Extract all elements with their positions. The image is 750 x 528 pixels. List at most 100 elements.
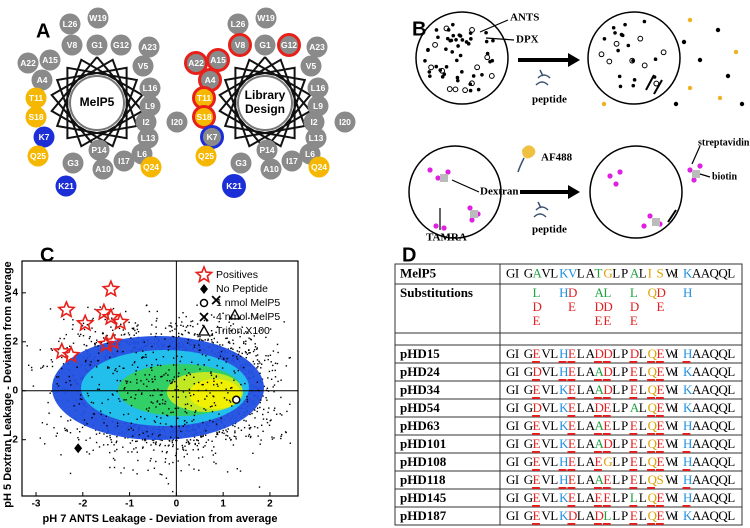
library-dot <box>236 358 239 360</box>
library-dot <box>71 328 74 330</box>
library-dot <box>78 335 81 337</box>
library-dot <box>265 355 267 357</box>
library-dot <box>248 352 250 354</box>
library-dot <box>215 376 217 378</box>
library-dot <box>164 403 166 405</box>
residue-label: A15 <box>210 55 226 65</box>
sequence: GI GEVLKELAEELP LLQEWI HAAQQL <box>506 490 735 505</box>
library-dot <box>41 422 44 424</box>
library-dot <box>246 399 249 401</box>
ants-dot <box>653 57 658 62</box>
substitution-mark <box>532 379 540 381</box>
library-dot <box>137 324 139 326</box>
schematic-label: TAMRA <box>426 232 467 244</box>
library-dot <box>205 441 207 444</box>
library-dot <box>59 337 61 340</box>
library-dot <box>249 352 251 354</box>
ants-dot <box>602 37 607 41</box>
substitution-mark <box>567 361 576 363</box>
row-name: Substitutions <box>400 285 473 300</box>
library-dot <box>144 418 146 420</box>
dpx-dot <box>629 57 636 64</box>
library-dot <box>166 414 168 416</box>
library-dot <box>122 329 124 331</box>
library-dot <box>322 438 323 439</box>
residue-label: A10 <box>263 164 279 174</box>
library-dot <box>128 428 130 431</box>
library-dot <box>53 427 55 429</box>
library-dot <box>185 449 187 452</box>
library-dot <box>114 369 116 372</box>
y-tick-label: -2 <box>9 434 18 445</box>
library-dot <box>110 441 113 443</box>
library-dot <box>230 347 233 349</box>
library-dot <box>145 408 148 410</box>
library-dot <box>270 378 273 380</box>
library-dot <box>277 380 279 383</box>
released-dye <box>687 17 693 23</box>
library-dot <box>235 436 237 438</box>
residue <box>92 158 114 180</box>
library-dot <box>218 358 220 360</box>
library-dot <box>116 448 118 451</box>
library-dot <box>193 383 195 385</box>
library-dot <box>192 325 194 328</box>
library-dot <box>110 326 112 328</box>
library-dot <box>89 336 91 338</box>
residue-label: W19 <box>257 13 275 23</box>
library-dot <box>223 397 226 399</box>
library-dot <box>185 326 188 328</box>
library-dot <box>270 361 272 363</box>
point <box>232 395 241 405</box>
library-dot <box>155 326 157 328</box>
residue <box>305 127 327 149</box>
residue-label: Q25 <box>198 151 214 161</box>
library-dot <box>205 430 207 432</box>
library-dot <box>130 396 132 398</box>
library-dot <box>223 432 225 435</box>
dextran-dot <box>617 169 623 175</box>
library-dot <box>103 433 105 435</box>
ants-dot <box>428 74 432 78</box>
library-dot <box>155 332 157 335</box>
substitution-mark <box>647 523 655 525</box>
library-dot <box>132 469 134 471</box>
residue-label: G3 <box>67 158 79 168</box>
residue <box>256 139 278 161</box>
substitution-mark <box>647 451 655 453</box>
library-dot <box>178 425 180 427</box>
library-dot <box>135 394 137 396</box>
library-dot <box>168 369 170 371</box>
library-dot <box>228 399 231 402</box>
library-dot <box>106 342 109 344</box>
library-dot <box>168 408 170 410</box>
library-dot <box>209 335 211 337</box>
library-dot <box>249 338 252 340</box>
residue-label: G3 <box>235 158 247 168</box>
substitution-mark <box>594 487 602 489</box>
library-dot <box>112 394 114 396</box>
point <box>194 264 214 284</box>
sequence: L HD AL L QD H <box>506 285 731 300</box>
library-dot <box>240 429 243 431</box>
library-dot <box>276 362 279 365</box>
library-dot <box>186 374 188 377</box>
library-dot <box>164 338 166 340</box>
substitution-mark <box>655 415 664 417</box>
library-dot <box>63 337 65 340</box>
residue <box>300 55 322 77</box>
library-dot <box>142 356 144 358</box>
dextran-dot <box>691 177 697 183</box>
residue-label: L13 <box>309 133 324 143</box>
library-dot <box>136 328 139 331</box>
library-dot <box>228 321 230 323</box>
library-dot <box>232 444 235 446</box>
library-dot <box>251 412 253 415</box>
library-dot <box>210 372 212 374</box>
pointer <box>699 173 711 178</box>
pointer <box>517 157 525 173</box>
library-dot <box>126 380 129 383</box>
library-dot <box>273 391 275 393</box>
residue-label: L6 <box>137 149 147 159</box>
substitution-mark <box>594 433 602 435</box>
